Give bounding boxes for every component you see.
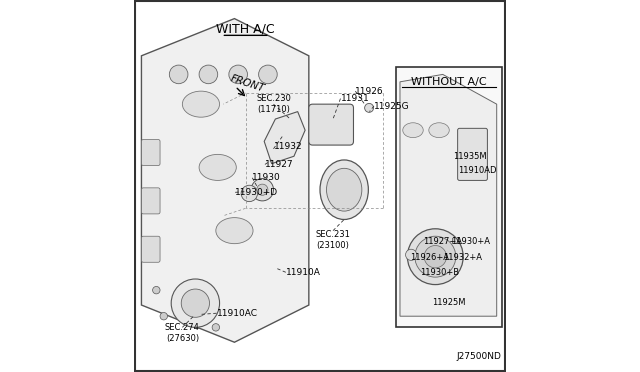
- Text: 11910AD: 11910AD: [458, 166, 497, 175]
- Circle shape: [229, 65, 248, 84]
- Text: 11930+A: 11930+A: [451, 237, 490, 246]
- Ellipse shape: [429, 123, 449, 138]
- Circle shape: [199, 65, 218, 84]
- Circle shape: [241, 185, 257, 202]
- Text: 11927: 11927: [265, 160, 294, 169]
- Text: 11930+D: 11930+D: [235, 188, 278, 197]
- Text: FRONT: FRONT: [229, 73, 266, 94]
- Circle shape: [172, 279, 220, 327]
- Text: 11932+A: 11932+A: [444, 253, 483, 262]
- Text: SEC.231
(23100): SEC.231 (23100): [316, 230, 351, 250]
- Circle shape: [257, 184, 268, 195]
- Circle shape: [406, 249, 417, 260]
- Text: 11925G: 11925G: [374, 102, 410, 110]
- Ellipse shape: [326, 168, 362, 211]
- FancyBboxPatch shape: [396, 67, 502, 327]
- Text: 11926: 11926: [355, 87, 384, 96]
- Text: 11935M: 11935M: [453, 153, 487, 161]
- Polygon shape: [141, 19, 309, 342]
- Polygon shape: [264, 112, 305, 164]
- Circle shape: [152, 286, 160, 294]
- Text: 11925M: 11925M: [433, 298, 466, 307]
- FancyBboxPatch shape: [141, 140, 160, 166]
- Text: J27500ND: J27500ND: [457, 352, 502, 361]
- Text: 11910AC: 11910AC: [216, 309, 257, 318]
- Circle shape: [212, 324, 220, 331]
- Circle shape: [170, 65, 188, 84]
- Text: SEC.230
(11710): SEC.230 (11710): [256, 94, 291, 114]
- Ellipse shape: [199, 154, 236, 180]
- Circle shape: [408, 229, 463, 285]
- Ellipse shape: [320, 160, 369, 219]
- Ellipse shape: [182, 91, 220, 117]
- Text: 11930+B: 11930+B: [420, 268, 459, 277]
- Polygon shape: [400, 74, 497, 316]
- FancyBboxPatch shape: [141, 188, 160, 214]
- Circle shape: [424, 246, 447, 268]
- Circle shape: [251, 179, 273, 201]
- Text: 11927+A: 11927+A: [424, 237, 463, 246]
- Circle shape: [415, 236, 456, 277]
- Text: 11926+A: 11926+A: [410, 253, 449, 262]
- Text: 11930: 11930: [252, 173, 281, 182]
- Text: 11931: 11931: [340, 94, 369, 103]
- Text: 11910A: 11910A: [286, 268, 321, 277]
- Circle shape: [181, 289, 209, 317]
- Ellipse shape: [216, 218, 253, 244]
- Ellipse shape: [403, 123, 423, 138]
- Circle shape: [365, 103, 374, 112]
- FancyBboxPatch shape: [458, 128, 488, 180]
- Text: SEC.274
(27630): SEC.274 (27630): [165, 323, 200, 343]
- FancyBboxPatch shape: [141, 236, 160, 262]
- Text: WITHOUT A/C: WITHOUT A/C: [411, 77, 486, 87]
- Circle shape: [259, 65, 277, 84]
- Circle shape: [160, 312, 168, 320]
- FancyBboxPatch shape: [309, 104, 353, 145]
- Text: 11932: 11932: [273, 142, 302, 151]
- Text: WITH A/C: WITH A/C: [216, 22, 275, 35]
